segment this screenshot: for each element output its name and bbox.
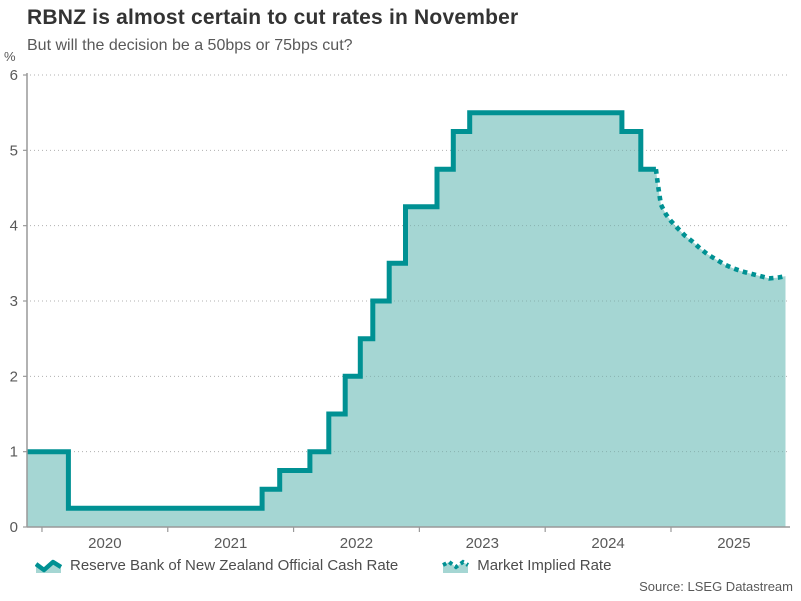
chart-header: RBNZ is almost certain to cut rates in N…	[27, 6, 518, 55]
legend-label-market-implied-rate: Market Implied Rate	[477, 557, 612, 574]
y-tick-label-0: 0	[10, 519, 18, 536]
rate-area-fill	[27, 112, 786, 527]
solid-line-series-icon	[35, 559, 62, 573]
market-implied-rate-line	[653, 168, 786, 281]
chart-legend: Reserve Bank of New Zealand Official Cas…	[35, 557, 611, 574]
y-tick-label-2: 2	[10, 368, 18, 385]
x-tick-label-2022: 2022	[340, 535, 373, 552]
y-tick-label-5: 5	[10, 142, 18, 159]
y-tick-label-6: 6	[10, 67, 18, 84]
x-tick-label-2020: 2020	[88, 535, 121, 552]
dotted-line-series-icon	[442, 559, 470, 573]
x-tick-label-2021: 2021	[214, 535, 247, 552]
chart-title: RBNZ is almost certain to cut rates in N…	[27, 6, 519, 29]
legend-item-market-implied-rate: Market Implied Rate	[442, 557, 611, 574]
chart-subtitle: But will the decision be a 50bps or 75bp…	[27, 37, 353, 54]
legend-item-official-cash-rate: Reserve Bank of New Zealand Official Cas…	[35, 557, 398, 574]
y-tick-label-3: 3	[10, 293, 18, 310]
source-attribution: Source: LSEG Datastream	[639, 579, 793, 594]
x-tick-label-2025: 2025	[717, 535, 750, 552]
x-tick-label-2023: 2023	[466, 535, 499, 552]
x-tick-label-2024: 2024	[591, 535, 624, 552]
y-axis-unit-label: %	[4, 49, 16, 64]
y-tick-label-4: 4	[10, 218, 18, 235]
official-cash-rate-line	[27, 110, 656, 511]
y-tick-label-1: 1	[10, 444, 18, 461]
legend-label-official-cash-rate: Reserve Bank of New Zealand Official Cas…	[70, 557, 399, 574]
